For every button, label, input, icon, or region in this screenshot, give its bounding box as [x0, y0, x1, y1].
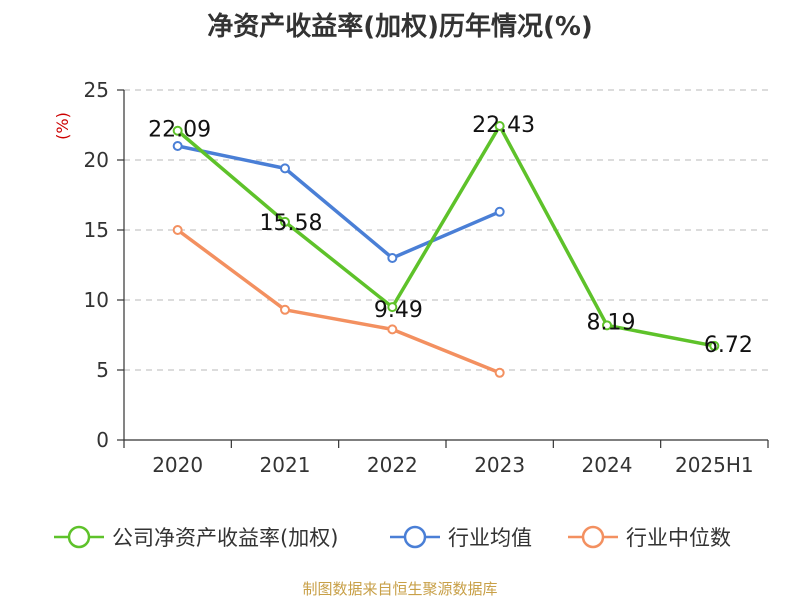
- series-line: [177, 144, 501, 260]
- y-tick-label: 0: [96, 428, 109, 452]
- legend-marker: [403, 525, 427, 549]
- axis-layer: 0 5 10 15 20 25 2020 2021 2022 2023 2024 2025H1 (%): [53, 78, 769, 477]
- legend-label: 行业中位数: [626, 526, 731, 550]
- data-point: [602, 320, 612, 331]
- data-point: [709, 340, 720, 351]
- legend-marker: [67, 525, 91, 549]
- grid-layer: [124, 89, 768, 371]
- y-tick-label: 15: [84, 218, 109, 242]
- x-tick-label: 2020: [152, 453, 203, 477]
- legend: 公司净资产收益率(加权) 行业均值 行业中位数: [54, 525, 731, 550]
- y-tick-label: 20: [84, 148, 109, 172]
- data-point: [387, 302, 398, 313]
- y-tick-label: 25: [84, 78, 109, 102]
- x-tick-label: 2024: [582, 453, 633, 477]
- y-axis-unit: (%): [53, 112, 72, 140]
- data-point: [172, 225, 183, 235]
- y-tick-label: 10: [84, 288, 109, 312]
- data-point: [494, 120, 505, 131]
- series-line: [176, 228, 501, 375]
- data-point: [280, 304, 290, 315]
- x-tick-label: 2022: [367, 453, 418, 477]
- legend-label: 行业均值: [448, 526, 532, 550]
- data-label: 15.58: [260, 211, 323, 236]
- data-point: [494, 206, 505, 217]
- data-label: 22.09: [148, 118, 211, 143]
- x-tick-label: 2023: [474, 453, 525, 477]
- x-tick-label: 2025H1: [675, 453, 754, 477]
- data-label: 8.19: [587, 310, 636, 335]
- data-label-layer: 22.09 15.58 9.49 22.43 8.19 6.72: [148, 113, 753, 358]
- data-point: [387, 324, 398, 335]
- data-point: [172, 125, 183, 136]
- source-footer: 制图数据来自恒生聚源数据库: [302, 580, 498, 598]
- data-label: 6.72: [704, 333, 753, 358]
- series-layer: [172, 120, 720, 378]
- data-point: [494, 367, 505, 378]
- y-tick-label: 5: [96, 358, 109, 382]
- legend-marker: [581, 525, 605, 549]
- x-tick-label: 2021: [260, 453, 311, 477]
- chart-title: 净资产收益率(加权)历年情况(%): [207, 12, 593, 42]
- legend-label: 公司净资产收益率(加权): [112, 526, 338, 550]
- series-line: [176, 124, 715, 348]
- data-label: 22.43: [472, 113, 535, 138]
- data-point: [172, 141, 183, 151]
- data-point: [387, 253, 398, 263]
- data-point: [280, 216, 290, 227]
- data-point: [280, 163, 290, 174]
- data-label: 9.49: [374, 298, 423, 323]
